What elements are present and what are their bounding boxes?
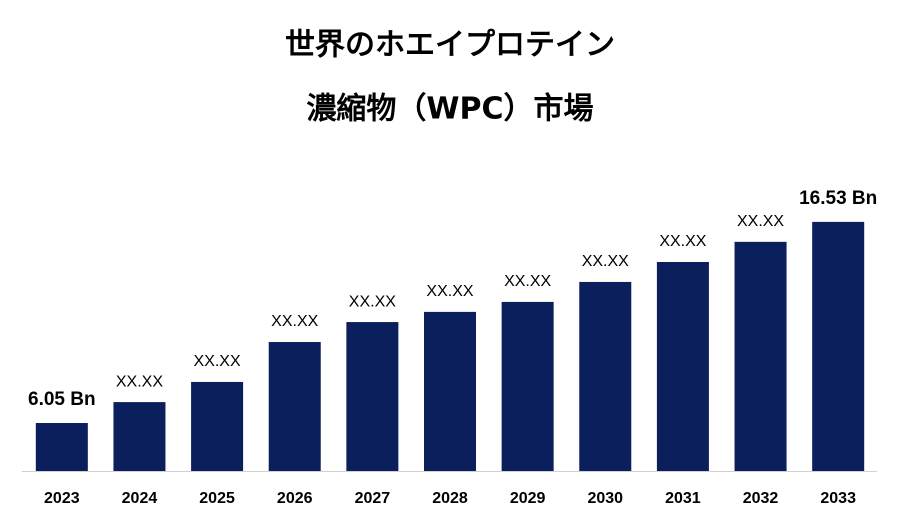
bar [501,301,554,471]
data-label: XX.XX [659,233,706,250]
bar [191,381,244,471]
x-tick-label: 2030 [587,490,623,507]
x-tick-label: 2025 [199,490,235,507]
bar [579,281,632,471]
bar [35,423,88,471]
data-label: 16.53 Bn [799,188,877,209]
data-label: XX.XX [116,373,163,390]
x-tick-label: 2027 [355,490,391,507]
data-label: XX.XX [271,313,318,330]
data-label: XX.XX [504,273,551,290]
bar [812,221,865,471]
data-label: XX.XX [349,293,396,310]
x-tick-label: 2033 [820,490,856,507]
x-tick-label: 2026 [277,490,313,507]
bar [656,261,709,471]
x-tick-label: 2032 [743,490,779,507]
bar [346,322,399,471]
bar [423,311,477,471]
bar [268,342,321,471]
data-label: XX.XX [426,283,473,300]
x-tick-label: 2028 [432,490,468,507]
data-label: XX.XX [194,353,241,370]
chart-title: 濃縮物（WPC）市場 [306,92,593,127]
data-label: XX.XX [737,213,784,230]
x-tick-label: 2031 [665,490,701,507]
bar [113,402,166,471]
data-label: XX.XX [582,253,629,270]
x-tick-label: 2029 [510,490,546,507]
chart-title: 世界のホエイプロテイン [285,28,615,63]
x-tick-label: 2024 [122,490,158,507]
bar [734,241,787,471]
x-tick-label: 2023 [44,490,80,507]
data-label: 6.05 Bn [28,389,96,410]
